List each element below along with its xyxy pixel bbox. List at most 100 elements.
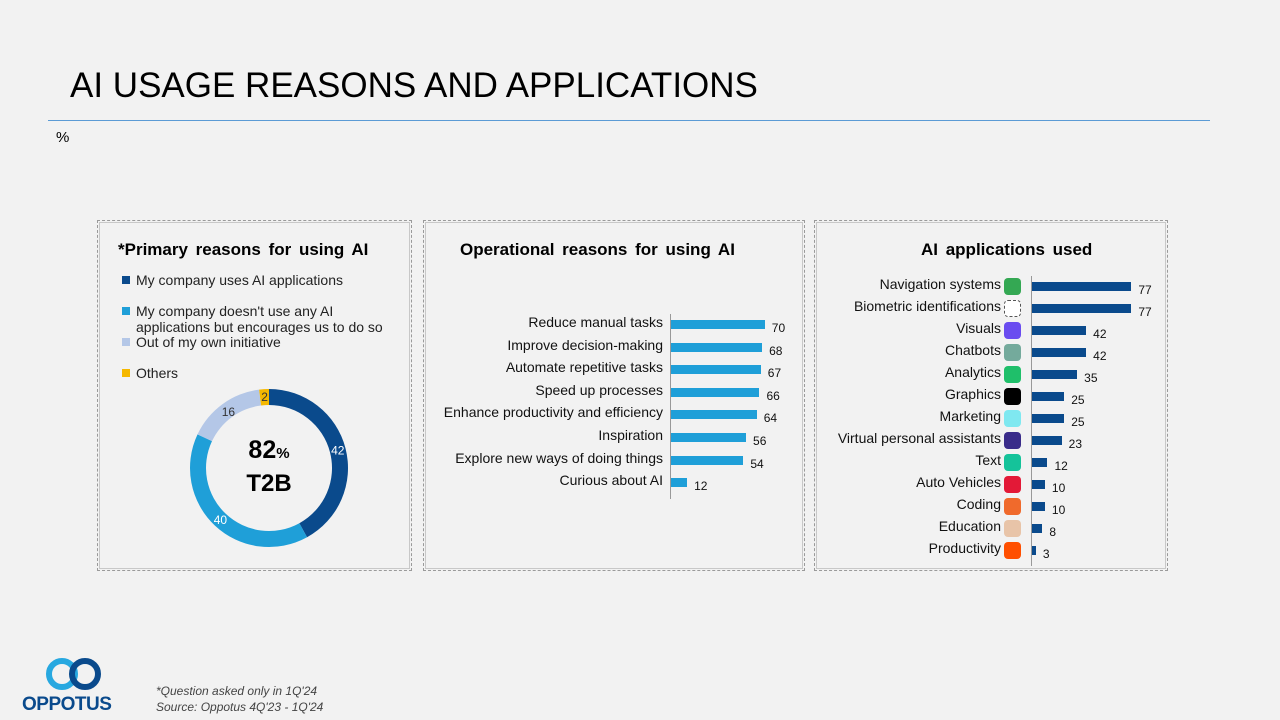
- data-label: 12: [1054, 459, 1068, 473]
- education-avatar-icon: [1004, 520, 1021, 537]
- legend-item: My company uses AI applications: [122, 272, 402, 288]
- bar: [671, 320, 765, 329]
- bar: [1032, 282, 1132, 291]
- donut-chart: 42 40 16 2: [189, 389, 348, 547]
- tesla-icon: [1004, 476, 1021, 493]
- graphics-app-icon: [1004, 388, 1021, 405]
- category-label: Biometric identifications: [853, 298, 1001, 314]
- bar: [1032, 436, 1062, 445]
- chart-title: AI applications used: [921, 240, 1093, 259]
- title-divider: [48, 120, 1210, 121]
- data-label: 3: [1042, 547, 1050, 561]
- bar: [1032, 480, 1045, 489]
- category-label: Chatbots: [944, 342, 1001, 358]
- category-label: Speed up processes: [535, 381, 663, 398]
- category-label: Enhance productivity and efficiency: [443, 404, 663, 421]
- category-label: Productivity: [928, 540, 1001, 556]
- bar: [1032, 348, 1087, 357]
- siri-icon: [1004, 432, 1021, 449]
- marketing-video-icon: [1004, 410, 1021, 427]
- data-label: 16: [222, 405, 236, 419]
- data-label: 8: [1049, 525, 1056, 539]
- data-label: 67: [767, 366, 782, 381]
- analytics-app-icon: [1004, 366, 1021, 383]
- logo-rings-icon: [46, 658, 101, 690]
- bar: [1032, 326, 1087, 335]
- category-label: Reduce manual tasks: [528, 314, 663, 330]
- bar-chart: Navigation systems 77 Biometric identifica…: [815, 221, 1169, 572]
- t2b-unit: %: [276, 445, 290, 462]
- legend-item: My company doesn't use any AI applicatio…: [122, 303, 402, 335]
- category-axis: [670, 314, 671, 499]
- operational-reasons-panel: Operational reasons for using AI Reduce …: [423, 220, 805, 571]
- bar: [671, 478, 688, 488]
- ai-applications-panel: AI applications used Navigation systems 7…: [814, 220, 1168, 571]
- category-label: Improve decision-making: [507, 336, 663, 353]
- data-label: 70: [771, 321, 786, 335]
- legend-swatch: [122, 369, 130, 377]
- data-label: 40: [214, 513, 228, 527]
- chatgpt-icon: [1004, 344, 1021, 361]
- legend-label: Out of my own initiative: [136, 334, 281, 350]
- category-label: Automate repetitive tasks: [505, 359, 663, 376]
- donut-slice: [189, 434, 308, 547]
- footnote-source: Source: Oppotus 4Q'23 - 1Q'24: [156, 700, 324, 714]
- legend-label: My company doesn't use any AI applicatio…: [136, 303, 383, 335]
- bar: [1032, 546, 1036, 555]
- bar: [671, 433, 747, 442]
- data-label: 42: [1093, 349, 1107, 363]
- coding-app-icon: [1004, 498, 1021, 515]
- t2b-value: 82: [248, 436, 277, 464]
- bar: [671, 387, 760, 397]
- bar: [1032, 304, 1132, 313]
- category-label: Visuals: [956, 320, 1001, 336]
- category-label: Inspiration: [598, 427, 663, 443]
- data-label: 10: [1051, 503, 1066, 517]
- legend-item: Others: [122, 365, 402, 381]
- footnote-question: *Question asked only in 1Q'24: [156, 684, 318, 698]
- data-label: 66: [766, 388, 780, 403]
- bar: [1032, 392, 1065, 401]
- category-label: Graphics: [944, 386, 1001, 402]
- category-label: Auto Vehicles: [916, 474, 1001, 490]
- google-maps-icon: [1004, 278, 1021, 295]
- bar-chart: Reduce manual tasks 70 Improve decision-ma…: [424, 221, 806, 572]
- bar: [1032, 458, 1048, 467]
- donut-slice: [269, 389, 348, 538]
- donut-slice: [197, 389, 262, 442]
- category-label: Analytics: [944, 364, 1001, 380]
- category-label: Text: [975, 452, 1001, 468]
- data-label: 56: [753, 434, 767, 448]
- data-label: 23: [1068, 437, 1083, 451]
- face-id-icon: [1004, 300, 1021, 317]
- bar: [671, 455, 744, 465]
- unit-label: %: [56, 129, 70, 146]
- bar: [1032, 502, 1045, 511]
- category-label: Explore new ways of doing things: [455, 449, 663, 466]
- category-axis: [1031, 276, 1032, 566]
- grammarly-icon: [1004, 454, 1021, 471]
- logo-text: OPPOTUS: [22, 694, 112, 715]
- data-label: 42: [1093, 327, 1107, 341]
- data-label: 10: [1051, 481, 1066, 495]
- page-title: AI USAGE REASONS AND APPLICATIONS: [70, 66, 758, 105]
- data-label: 35: [1084, 371, 1098, 385]
- data-label: 68: [769, 343, 783, 358]
- category-label: Curious about AI: [559, 472, 663, 489]
- primary-reasons-panel: *Primary reasons for using AI My company…: [97, 220, 412, 571]
- data-label: 42: [331, 443, 345, 457]
- canva-icon: [1004, 322, 1021, 339]
- data-label: 25: [1071, 393, 1085, 407]
- category-label: Marketing: [939, 408, 1001, 424]
- center-label: 82% T2B: [219, 435, 319, 499]
- bar: [1032, 524, 1043, 533]
- data-label: 77: [1138, 305, 1152, 319]
- bar: [671, 410, 757, 420]
- legend-swatch: [122, 307, 130, 315]
- footnote: *Question asked only in 1Q'24 Source: Op…: [156, 683, 323, 715]
- legend-swatch: [122, 276, 130, 284]
- category-label: Virtual personal assistants: [837, 430, 1001, 446]
- donut-slice: [259, 389, 269, 406]
- category-label: Education: [938, 518, 1001, 534]
- oppotus-logo: OPPOTUS: [22, 656, 120, 716]
